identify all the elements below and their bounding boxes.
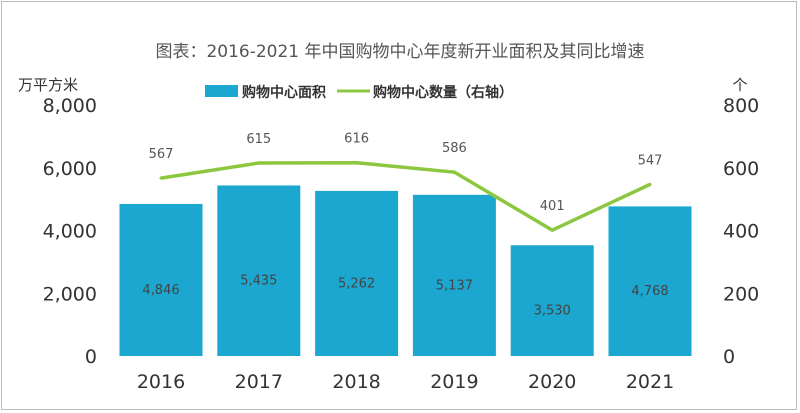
line-data-label: 616 (344, 132, 369, 147)
legend-label-bar: 购物中心面积 (242, 84, 326, 101)
right-axis-tick: 400 (723, 221, 759, 243)
bar-data-label: 3,530 (534, 304, 571, 319)
left-axis-tick: 8,000 (43, 95, 97, 117)
line-data-label: 547 (638, 153, 663, 168)
bar-data-label: 5,262 (338, 276, 375, 291)
left-axis-tick: 6,000 (43, 158, 97, 180)
bar-data-label: 4,846 (142, 283, 179, 298)
line-data-label: 567 (149, 147, 174, 162)
bar (315, 190, 399, 356)
left-axis-tick: 0 (85, 346, 97, 368)
x-axis-tick: 2019 (430, 371, 478, 393)
legend-label-line: 购物中心数量（右轴） (373, 84, 513, 101)
left-axis-tick: 4,000 (43, 221, 97, 243)
x-axis-tick: 2020 (528, 371, 576, 393)
line-data-label: 401 (540, 199, 565, 214)
right-axis-tick: 800 (723, 95, 759, 117)
x-axis-tick: 2018 (332, 371, 380, 393)
bar-data-label: 4,768 (631, 284, 668, 299)
line-point (648, 182, 652, 186)
line-point (355, 161, 359, 165)
line-series (160, 160, 651, 233)
bar-data-label: 5,137 (436, 278, 473, 293)
left-axis-unit: 万平方米 (18, 76, 78, 94)
chart-title: 图表：2016-2021 年中国购物中心年度新开业面积及其同比增速 (155, 42, 644, 62)
right-axis-unit: 个 (732, 76, 747, 94)
bar (412, 194, 496, 356)
line-point (452, 170, 456, 174)
x-axis-tick: 2016 (137, 371, 185, 393)
line-data-label: 586 (442, 141, 467, 156)
legend: 购物中心面积 购物中心数量（右轴） (205, 84, 513, 101)
line-point (550, 228, 554, 232)
bar (119, 203, 203, 356)
line-data-label: 615 (246, 132, 271, 147)
right-axis-tick: 600 (723, 158, 759, 180)
right-axis-tick: 0 (723, 346, 735, 368)
line-point (257, 161, 261, 165)
line-point (159, 176, 163, 180)
bar (217, 185, 301, 356)
left-axis-tick: 2,000 (43, 283, 97, 305)
x-axis-tick: 2021 (626, 371, 674, 393)
right-axis-tick: 200 (723, 283, 759, 305)
bar-data-label: 5,435 (240, 274, 277, 289)
x-axis-tick: 2017 (235, 371, 283, 393)
legend-swatch-bar (205, 85, 238, 97)
bar (608, 206, 692, 356)
bar (510, 245, 594, 356)
